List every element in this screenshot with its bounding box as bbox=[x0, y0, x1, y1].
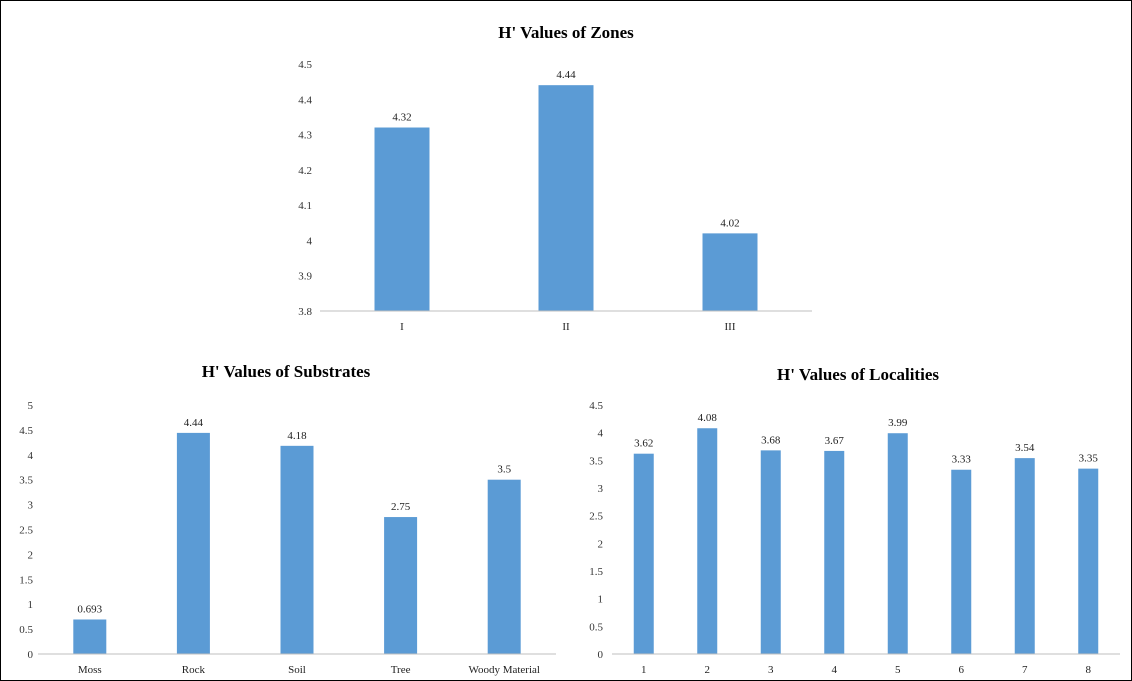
localities-ytick-label: 3.5 bbox=[589, 455, 603, 467]
zones-ytick-label: 3.8 bbox=[298, 306, 312, 318]
localities-category-label: 2 bbox=[705, 664, 711, 676]
localities-data-label: 3.54 bbox=[1015, 442, 1035, 454]
zones-bar bbox=[538, 85, 594, 312]
localities-bar bbox=[633, 453, 654, 654]
zones-ytick-label: 4.2 bbox=[298, 165, 312, 177]
localities-bar bbox=[1014, 458, 1035, 654]
substrates-category-label: Soil bbox=[288, 664, 306, 676]
localities-data-label: 3.68 bbox=[761, 434, 781, 446]
zones-ytick-label: 4.4 bbox=[298, 94, 312, 106]
zones-category-label: I bbox=[400, 321, 404, 333]
localities-data-label: 4.08 bbox=[698, 412, 718, 424]
substrates-ytick-label: 0.5 bbox=[19, 624, 33, 636]
substrates-chart-title: H' Values of Substrates bbox=[202, 362, 371, 381]
substrates-ytick-label: 1.5 bbox=[19, 574, 33, 586]
localities-bar bbox=[760, 450, 781, 654]
substrates-data-label: 4.18 bbox=[287, 430, 307, 442]
localities-chart: H' Values of Localities 0 0.5 1 1.5 2 2.5 3 3.5… bbox=[589, 365, 1120, 676]
localities-ytick-label: 1.5 bbox=[589, 566, 603, 578]
localities-ytick-label: 2.5 bbox=[589, 511, 603, 523]
localities-ytick-label: 4.5 bbox=[589, 400, 603, 412]
localities-category-label: 8 bbox=[1086, 664, 1092, 676]
substrates-category-label: Tree bbox=[391, 664, 411, 676]
zones-ytick-label: 4.5 bbox=[298, 59, 312, 71]
localities-bar bbox=[697, 428, 718, 654]
substrates-ytick-label: 2 bbox=[28, 549, 34, 561]
substrates-category-label: Rock bbox=[182, 664, 206, 676]
substrates-ytick-label: 4.5 bbox=[19, 425, 33, 437]
zones-ytick-label: 4 bbox=[307, 235, 313, 247]
zones-data-label: 4.32 bbox=[392, 112, 411, 124]
substrates-ytick-label: 0 bbox=[28, 649, 34, 661]
zones-ytick-label: 4.3 bbox=[298, 130, 312, 142]
zones-ytick-label: 3.9 bbox=[298, 271, 312, 283]
substrates-chart: H' Values of Substrates 0 0.5 1 1.5 2 2.5 3 3.5… bbox=[19, 362, 556, 676]
localities-bar bbox=[824, 450, 845, 654]
localities-data-label: 3.35 bbox=[1079, 453, 1099, 465]
localities-category-label: 4 bbox=[832, 664, 838, 676]
substrates-ytick-label: 2.5 bbox=[19, 525, 33, 537]
substrates-data-label: 4.44 bbox=[184, 417, 204, 429]
zones-ytick-label: 4.1 bbox=[298, 200, 312, 212]
substrates-data-label: 0.693 bbox=[77, 603, 102, 615]
substrates-category-label: Moss bbox=[78, 664, 102, 676]
localities-ytick-label: 0.5 bbox=[589, 621, 603, 633]
localities-category-label: 1 bbox=[641, 664, 647, 676]
substrates-bar bbox=[176, 432, 210, 654]
zones-category-label: II bbox=[562, 321, 570, 333]
localities-bar bbox=[887, 433, 908, 654]
localities-category-label: 6 bbox=[959, 664, 965, 676]
localities-bar bbox=[951, 469, 972, 654]
zones-category-label: III bbox=[725, 321, 736, 333]
localities-data-label: 3.62 bbox=[634, 438, 653, 450]
localities-ytick-label: 3 bbox=[598, 483, 604, 495]
localities-data-label: 3.67 bbox=[825, 435, 845, 447]
substrates-data-label: 3.5 bbox=[497, 464, 511, 476]
substrates-bar bbox=[280, 445, 314, 654]
substrates-bar bbox=[384, 517, 418, 654]
zones-bar bbox=[702, 233, 758, 311]
zones-bar bbox=[374, 127, 430, 311]
zones-data-label: 4.02 bbox=[720, 217, 739, 229]
localities-ytick-label: 0 bbox=[598, 649, 604, 661]
substrates-ytick-label: 3.5 bbox=[19, 475, 33, 487]
substrates-ytick-label: 5 bbox=[28, 400, 34, 412]
substrates-ytick-label: 1 bbox=[28, 599, 34, 611]
localities-ytick-label: 4 bbox=[598, 428, 604, 440]
substrates-category-label: Woody Material bbox=[468, 664, 540, 676]
localities-ytick-label: 1 bbox=[598, 594, 604, 606]
substrates-ytick-label: 4 bbox=[28, 450, 34, 462]
localities-category-label: 7 bbox=[1022, 664, 1028, 676]
localities-data-label: 3.33 bbox=[952, 454, 972, 466]
zones-chart: H' Values of Zones 3.8 3.9 4 4.1 4.2 4.3 4.4 4.… bbox=[298, 23, 812, 333]
localities-chart-title: H' Values of Localities bbox=[777, 365, 939, 384]
localities-bar bbox=[1078, 468, 1099, 654]
substrates-bar bbox=[73, 619, 107, 654]
zones-chart-title: H' Values of Zones bbox=[498, 23, 634, 42]
substrates-data-label: 2.75 bbox=[391, 501, 411, 513]
substrates-bar bbox=[487, 479, 521, 654]
localities-category-label: 3 bbox=[768, 664, 774, 676]
zones-data-label: 4.44 bbox=[556, 69, 576, 81]
localities-data-label: 3.99 bbox=[888, 417, 908, 429]
localities-category-label: 5 bbox=[895, 664, 901, 676]
substrates-ytick-label: 3 bbox=[28, 500, 34, 512]
localities-ytick-label: 2 bbox=[598, 538, 604, 550]
